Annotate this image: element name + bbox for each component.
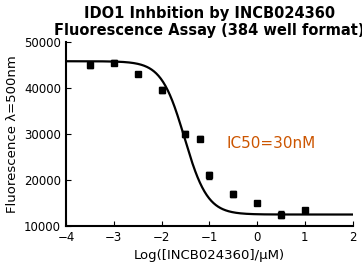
X-axis label: Log([INCB024360]/μM): Log([INCB024360]/μM) — [134, 250, 285, 262]
Text: IC50=30nM: IC50=30nM — [227, 136, 316, 151]
Title: IDO1 Inhbition by INCB024360
Fluorescence Assay (384 well format): IDO1 Inhbition by INCB024360 Fluorescenc… — [54, 6, 362, 38]
Y-axis label: Fluorescence λ=500nm: Fluorescence λ=500nm — [5, 55, 18, 213]
